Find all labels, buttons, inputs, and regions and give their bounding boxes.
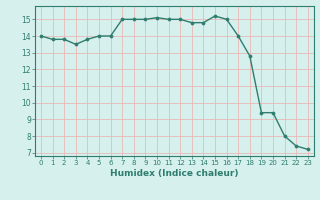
X-axis label: Humidex (Indice chaleur): Humidex (Indice chaleur)	[110, 169, 239, 178]
